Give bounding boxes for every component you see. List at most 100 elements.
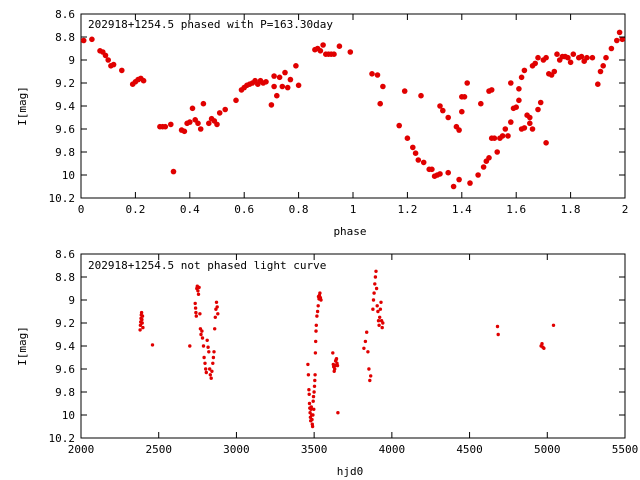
data-point: [379, 300, 383, 304]
data-point: [162, 123, 169, 130]
data-point: [333, 367, 337, 371]
data-point: [233, 97, 239, 104]
data-point: [212, 350, 216, 354]
data-point: [513, 104, 519, 110]
data-point: [480, 164, 487, 170]
y-tick-label: 9.6: [55, 363, 75, 376]
data-point: [335, 363, 340, 368]
data-point: [193, 301, 197, 306]
data-point: [496, 332, 500, 337]
y-axis-label-unphased: I[mag]: [16, 326, 29, 366]
data-point: [268, 102, 275, 108]
data-point: [396, 122, 403, 129]
data-point: [437, 171, 443, 177]
data-point: [312, 384, 317, 388]
data-point: [189, 105, 196, 112]
data-point: [410, 144, 416, 151]
x-axis-label-phased: phase: [333, 225, 366, 238]
data-point: [271, 83, 277, 90]
x-axis-ticks-unphased: 2000 2500 3000 3500 4000 4500 5000 5500: [68, 254, 638, 456]
data-point: [499, 133, 506, 139]
data-point: [295, 82, 302, 89]
data-point: [102, 52, 109, 59]
data-point: [495, 324, 500, 329]
data-point: [181, 128, 188, 135]
data-point: [140, 314, 145, 318]
data-point: [310, 424, 315, 429]
data-point: [263, 79, 269, 85]
x-tick-label: 4000: [379, 443, 406, 456]
data-point: [110, 61, 117, 68]
data-point: [376, 319, 381, 323]
data-point: [276, 74, 283, 81]
data-point: [193, 306, 198, 310]
data-point: [505, 133, 511, 139]
data-point: [603, 54, 609, 61]
data-point: [194, 310, 198, 315]
data-point: [195, 120, 201, 127]
data-point: [198, 312, 202, 316]
data-point: [213, 315, 217, 319]
data-point: [306, 373, 311, 377]
chart-phased: 0 0.2 0.4 0.6 0.8 1 1.2 1.4 1.6 1.8 2 8.6 8.8 9 9.2 9.…: [16, 8, 628, 238]
data-point: [486, 155, 492, 161]
data-point: [204, 367, 208, 371]
x-axis-ticks-phased: 0 0.2 0.4 0.6 0.8 1 1.2 1.4 1.6 1.8 2: [78, 14, 629, 216]
data-point: [138, 328, 142, 332]
data-point: [188, 344, 192, 348]
data-point: [543, 140, 549, 146]
x-tick-label: 2: [622, 203, 629, 216]
data-point: [331, 351, 335, 355]
y-tick-label: 10: [62, 409, 75, 422]
data-point: [194, 314, 198, 318]
data-point: [197, 285, 201, 290]
data-point: [543, 54, 549, 61]
data-point: [608, 45, 615, 52]
data-point: [363, 339, 368, 344]
data-point: [371, 307, 375, 311]
data-point: [372, 291, 376, 295]
x-tick-label: 0: [78, 203, 85, 216]
data-point: [140, 317, 144, 322]
y-axis-label-phased: I[mag]: [16, 86, 29, 126]
data-point: [215, 305, 219, 309]
data-point: [200, 329, 204, 333]
data-point: [314, 339, 318, 344]
data-point: [369, 71, 375, 77]
y-tick-label: 9: [68, 294, 75, 307]
x-tick-label: 1.4: [452, 203, 472, 216]
x-tick-label: 1.8: [561, 203, 581, 216]
data-point: [210, 369, 214, 373]
data-point: [491, 135, 498, 141]
data-point: [336, 43, 343, 49]
data-point: [535, 54, 541, 61]
data-point: [311, 394, 316, 399]
data-point: [540, 342, 544, 346]
y-axis-ticks-phased: 8.6 8.8 9 9.2 9.4 9.6 9.8 10 10.2: [49, 8, 625, 205]
data-point: [279, 83, 286, 90]
data-point: [309, 405, 313, 409]
chart-title-phased: 202918+1254.5 phased with P=163.30day: [88, 18, 333, 31]
x-tick-label: 0.4: [180, 203, 200, 216]
data-point: [199, 332, 203, 337]
data-point: [209, 376, 213, 380]
data-point: [529, 126, 536, 132]
data-point: [371, 298, 376, 302]
data-point: [306, 362, 310, 367]
data-point: [380, 325, 384, 330]
data-point: [317, 48, 324, 54]
data-point: [429, 166, 435, 173]
data-point: [508, 80, 514, 86]
data-point: [537, 99, 544, 106]
data-point: [467, 180, 473, 186]
data-point: [307, 401, 312, 406]
data-point: [459, 108, 465, 115]
data-point: [216, 110, 223, 116]
data-point: [311, 413, 315, 417]
data-point: [527, 120, 533, 127]
x-tick-label: 0.8: [289, 203, 309, 216]
data-point: [80, 37, 87, 44]
x-tick-label: 1: [350, 203, 357, 216]
data-point: [404, 135, 411, 141]
data-point: [200, 336, 205, 340]
